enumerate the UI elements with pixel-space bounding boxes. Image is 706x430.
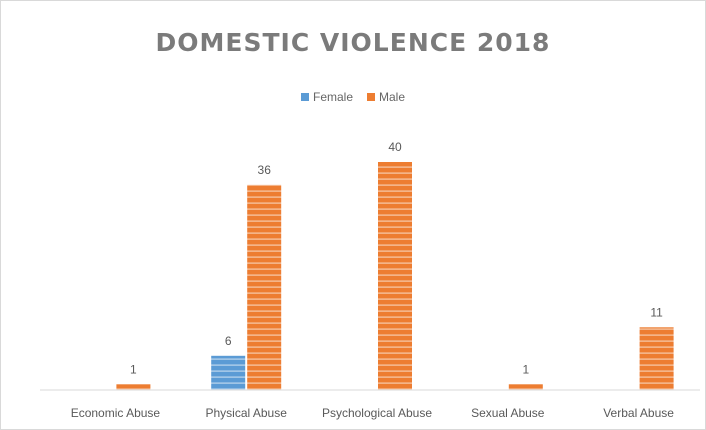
bar-male-physical-abuse (247, 184, 282, 390)
x-tick-label: Verbal Abuse (603, 406, 674, 420)
data-label-male-physical-abuse: 36 (258, 163, 272, 177)
legend-label-female: Female (312, 90, 353, 104)
legend-item-male: Male (367, 90, 405, 104)
bar-male-psychological-abuse (378, 162, 412, 390)
x-tick-label: Psychological Abuse (322, 406, 432, 420)
x-tick-label: Economic Abuse (71, 406, 161, 420)
chart-legend: Female Male (0, 90, 706, 104)
data-label-male-verbal-abuse: 11 (650, 305, 663, 319)
bar-male-verbal-abuse (639, 327, 674, 390)
bar-male-sexual-abuse (508, 384, 543, 390)
bar-male-economic-abuse (116, 384, 151, 390)
data-label-male-psychological-abuse: 40 (388, 140, 402, 154)
data-label-male-sexual-abuse: 1 (522, 362, 529, 376)
legend-swatch-female (300, 93, 309, 101)
data-label-male-economic-abuse: 1 (130, 362, 137, 376)
x-tick-label: Sexual Abuse (471, 406, 545, 420)
legend-item-female: Female (300, 90, 353, 104)
legend-swatch-male (367, 93, 375, 101)
bar-female-physical-abuse (211, 355, 246, 390)
x-tick-label: Physical Abuse (206, 406, 288, 420)
data-label-female-physical-abuse: 6 (225, 334, 232, 348)
legend-label-male: Male (379, 90, 406, 104)
chart-title: DOMESTIC VIOLENCE 2018 (155, 28, 551, 57)
